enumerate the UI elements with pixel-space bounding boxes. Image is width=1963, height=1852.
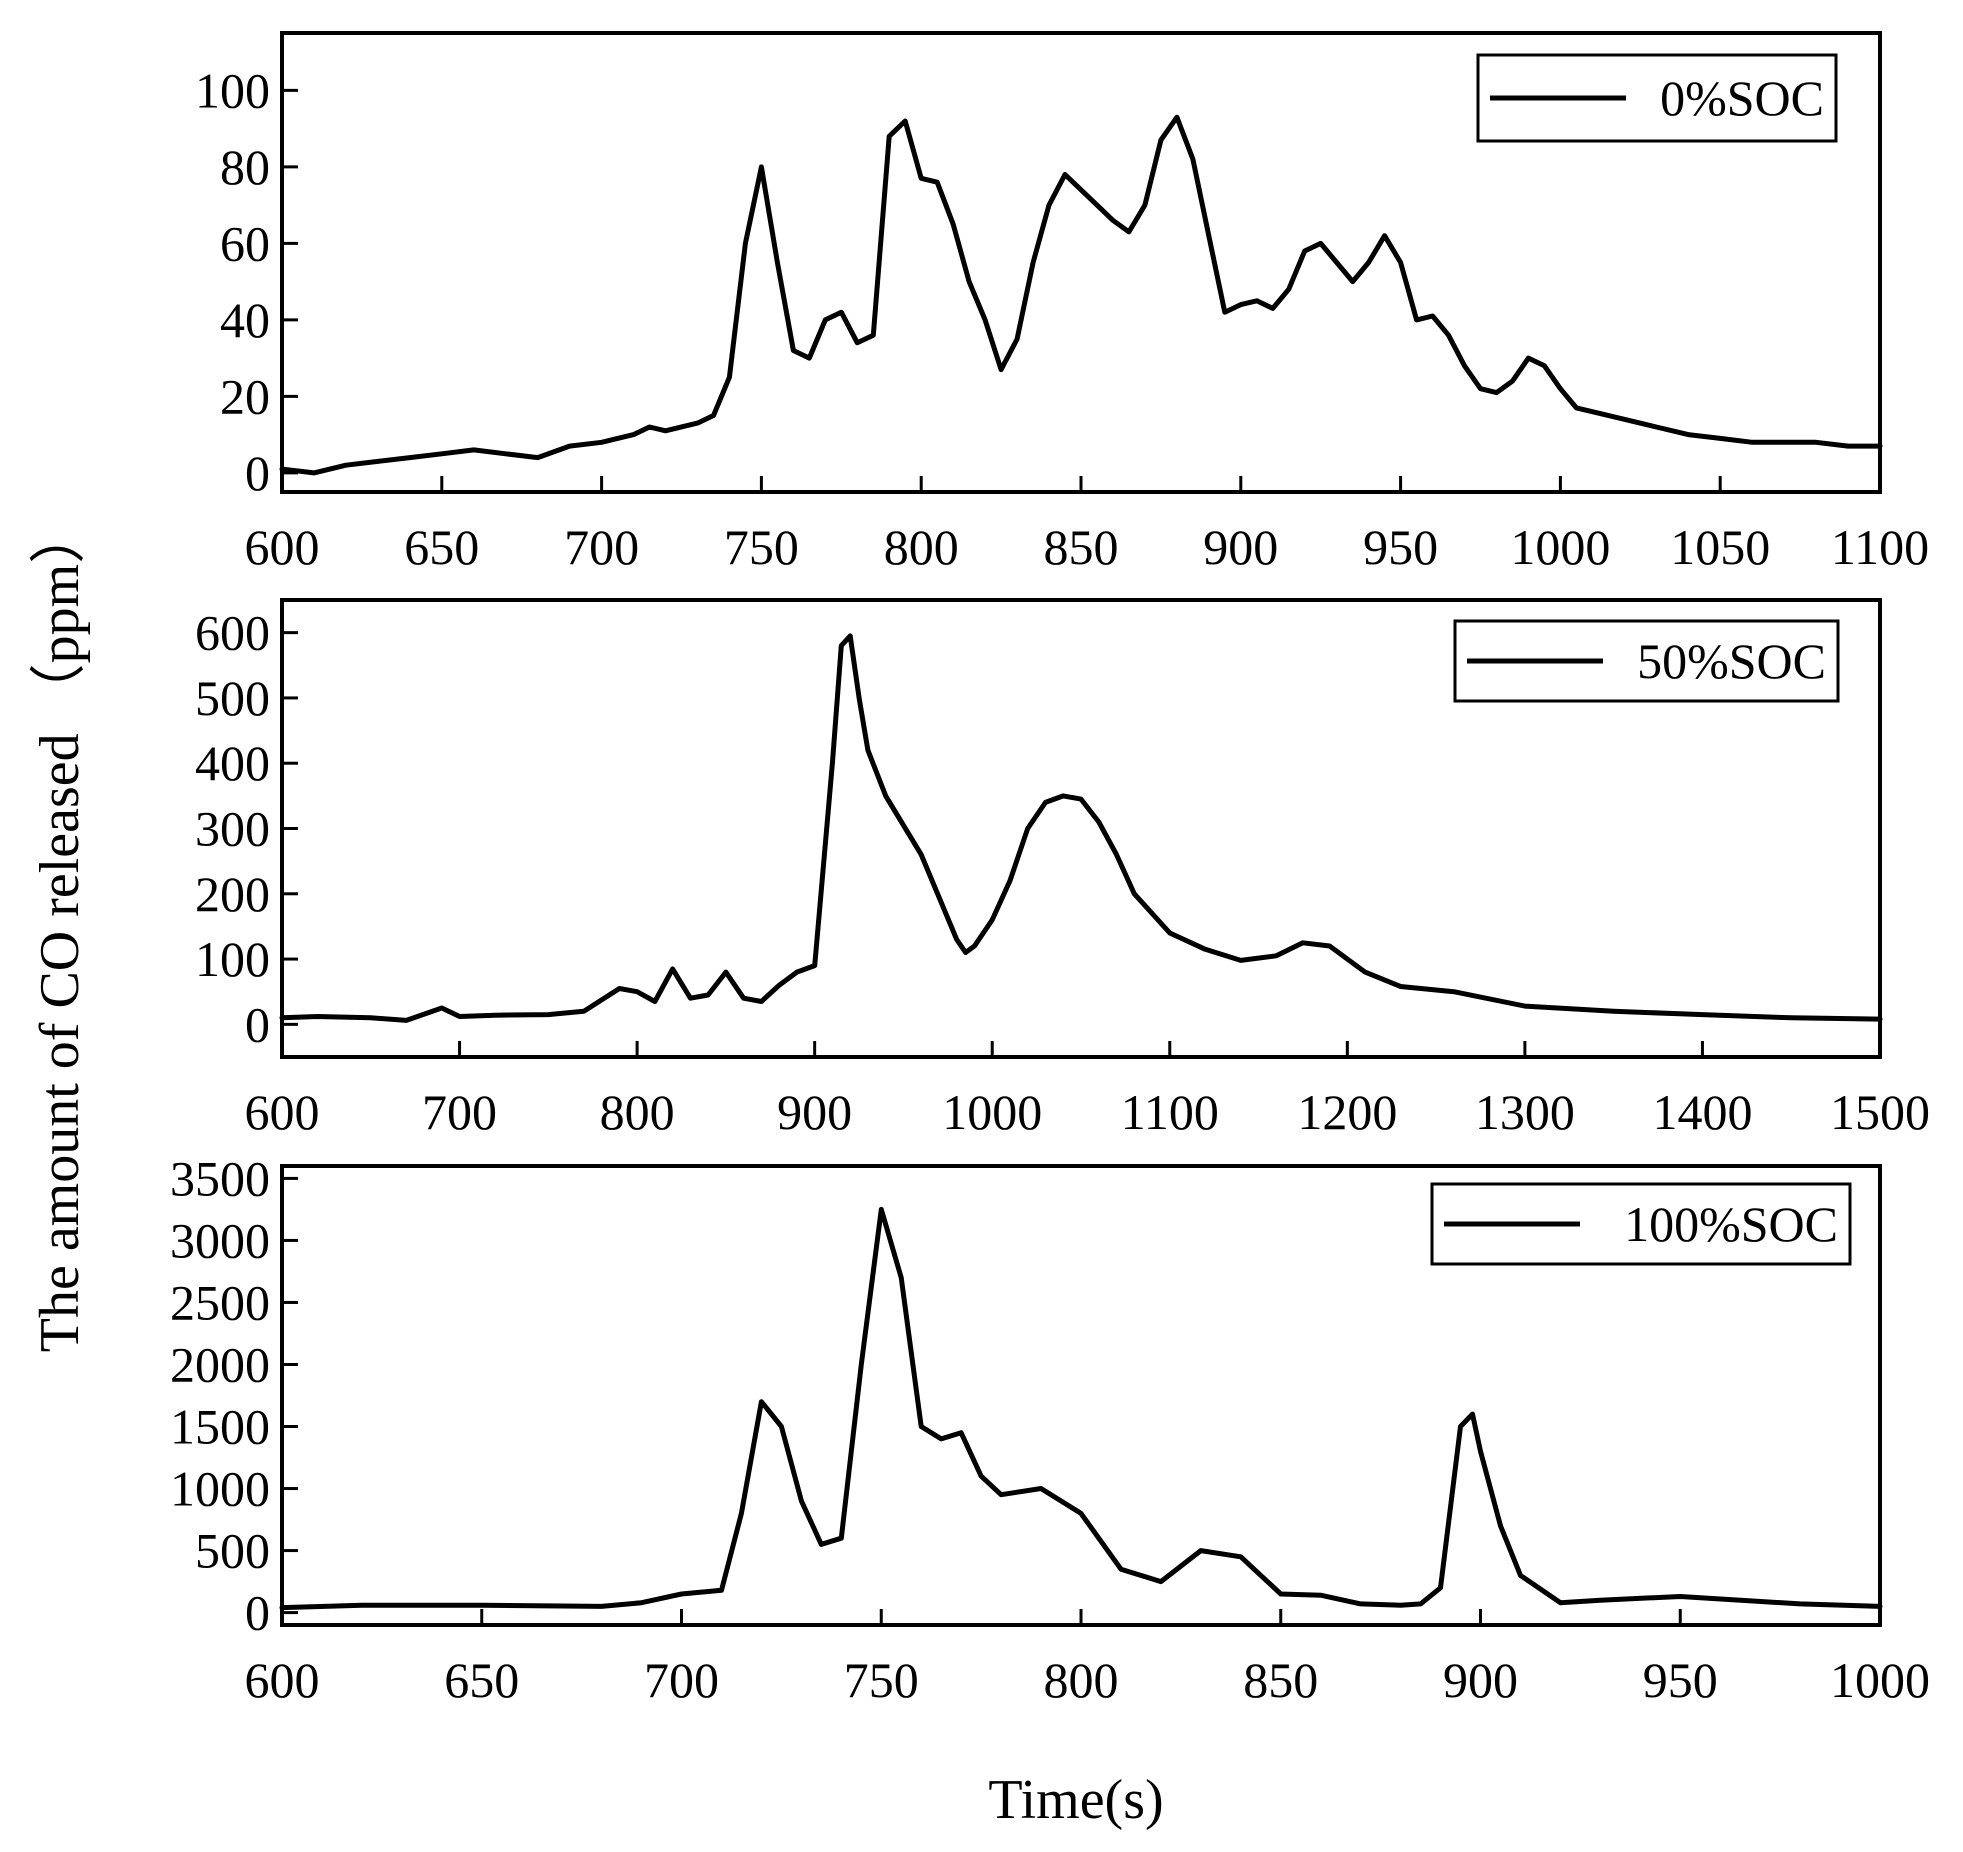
series-line-0%SOC — [279, 114, 1883, 476]
y-tick-label: 400 — [195, 735, 270, 791]
x-tick-label: 800 — [1044, 1652, 1119, 1708]
y-tick-label: 40 — [220, 292, 270, 348]
y-tick-label: 0 — [245, 1585, 270, 1641]
x-tick-label: 900 — [777, 1084, 852, 1140]
x-tick-label: 1100 — [1121, 1084, 1219, 1140]
x-tick-label: 1500 — [1830, 1084, 1930, 1140]
series-line-100%SOC — [279, 1206, 1883, 1611]
x-tick-label: 850 — [1044, 519, 1119, 575]
x-tick-label: 600 — [245, 519, 320, 575]
x-tick-label: 1000 — [1510, 519, 1610, 575]
y-tick-label: 2500 — [170, 1274, 270, 1330]
x-tick-label: 650 — [444, 1652, 519, 1708]
x-tick-label: 1050 — [1670, 519, 1770, 575]
y-axis-title: The amount of CO released （ppm） — [29, 508, 91, 1352]
x-tick-label: 750 — [844, 1652, 919, 1708]
x-tick-label: 600 — [245, 1652, 320, 1708]
x-tick-label: 1100 — [1831, 519, 1929, 575]
y-tick-label: 2000 — [170, 1336, 270, 1392]
series-line-50%SOC — [279, 633, 1883, 1023]
y-tick-label: 1500 — [170, 1399, 270, 1455]
y-tick-label: 80 — [220, 139, 270, 195]
x-tick-label: 950 — [1363, 519, 1438, 575]
x-tick-label: 950 — [1643, 1652, 1718, 1708]
x-tick-label: 1300 — [1475, 1084, 1575, 1140]
panel-2: 600 700 800 900 1000 1100 1200 1300 1400 1500 0 100… — [195, 598, 1930, 1140]
y-tick-label: 500 — [195, 670, 270, 726]
panel-3: 600 650 700 750 800 850 900 950 1000 0 500 1000 1500… — [170, 1150, 1930, 1708]
x-tick-label: 600 — [245, 1084, 320, 1140]
x-tick-label: 700 — [644, 1652, 719, 1708]
y-tick-label: 600 — [195, 605, 270, 661]
legend-label: 100%SOC — [1624, 1196, 1838, 1252]
y-tick-label: 0 — [245, 996, 270, 1052]
x-tick-label: 800 — [884, 519, 959, 575]
y-tick-label: 0 — [245, 445, 270, 501]
x-tick-label: 650 — [404, 519, 479, 575]
y-tick-label: 100 — [195, 62, 270, 118]
legend-label: 50%SOC — [1637, 633, 1826, 689]
y-tick-label: 500 — [195, 1523, 270, 1579]
x-tick-label: 1000 — [942, 1084, 1042, 1140]
y-tick-label: 300 — [195, 801, 270, 857]
y-tick-label: 200 — [195, 866, 270, 922]
y-tick-label: 1000 — [170, 1461, 270, 1517]
y-tick-label: 3000 — [170, 1212, 270, 1268]
y-tick-label: 60 — [220, 215, 270, 271]
panel-1: 600 650 700 750 800 850 900 950 1000 1050 1100 0 20 4… — [195, 31, 1929, 575]
x-tick-label: 750 — [724, 519, 799, 575]
x-tick-label: 900 — [1203, 519, 1278, 575]
x-tick-label: 850 — [1243, 1652, 1318, 1708]
y-tick-label: 20 — [220, 368, 270, 424]
legend-label: 0%SOC — [1660, 70, 1824, 126]
x-tick-label: 700 — [422, 1084, 497, 1140]
x-tick-label: 1000 — [1830, 1652, 1930, 1708]
y-tick-label: 3500 — [170, 1150, 270, 1206]
x-tick-label: 900 — [1443, 1652, 1518, 1708]
y-tick-label: 100 — [195, 931, 270, 987]
x-tick-label: 1400 — [1652, 1084, 1752, 1140]
x-tick-label: 1200 — [1297, 1084, 1397, 1140]
x-tick-label: 700 — [564, 519, 639, 575]
x-axis-title: Time(s) — [988, 1769, 1163, 1831]
x-tick-label: 800 — [600, 1084, 675, 1140]
